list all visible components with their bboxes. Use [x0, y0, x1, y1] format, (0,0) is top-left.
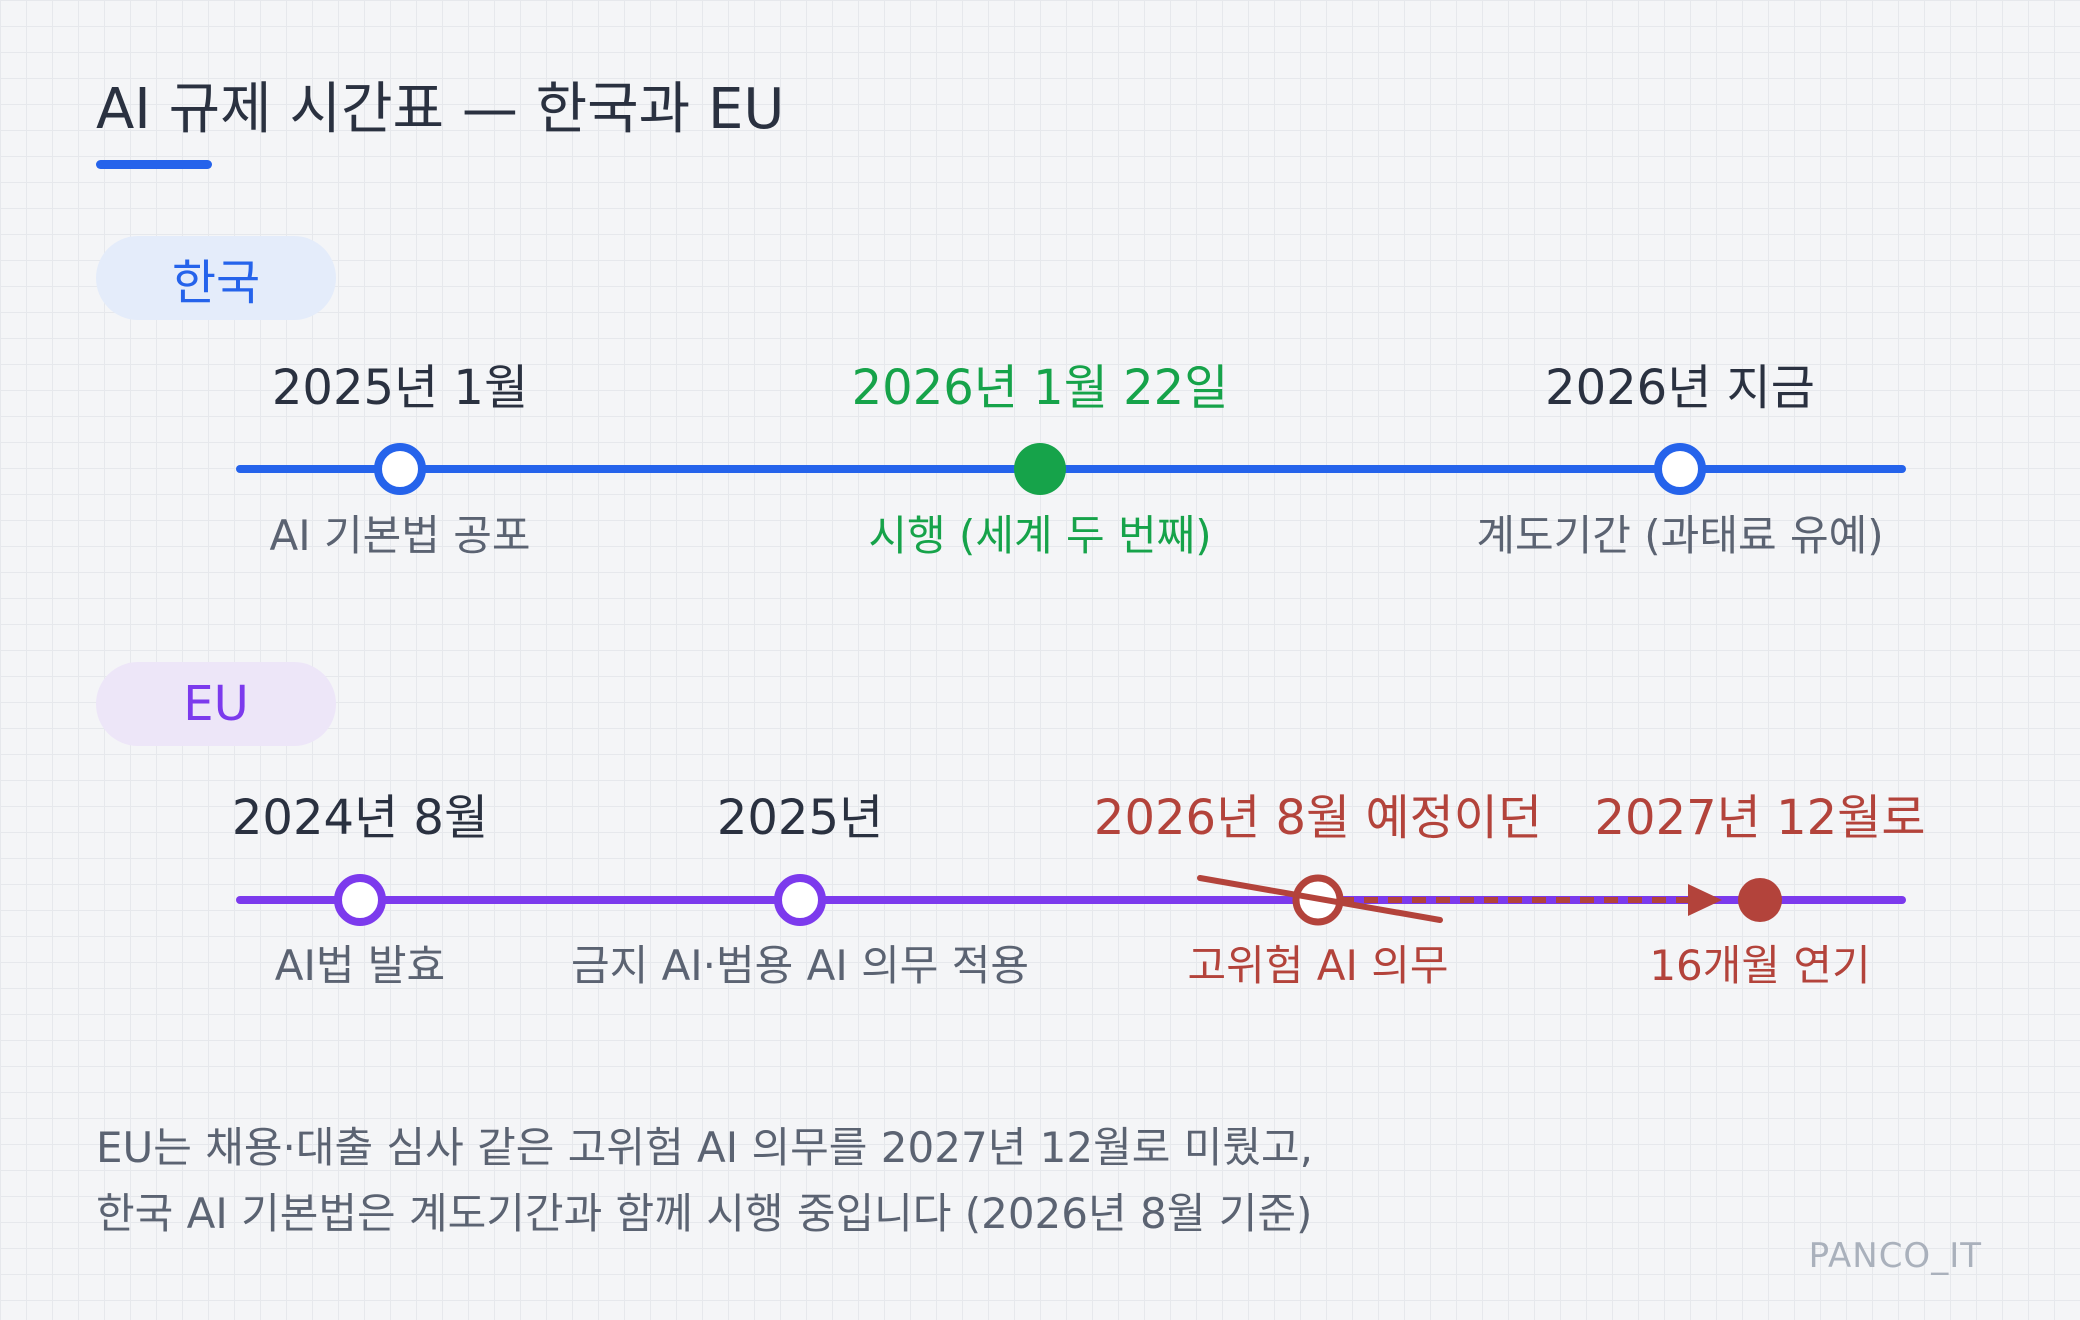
korea-milestone-1-marker — [374, 443, 426, 495]
eu-event-3-date: 2026년 8월 예정이던 — [1093, 790, 1543, 846]
eu-event-1-desc: AI법 발효 — [274, 941, 446, 990]
korea-event-1-date: 2025년 1월 — [271, 360, 529, 416]
korea-milestone-2-marker — [1014, 443, 1066, 495]
eu-event-2-desc: 금지 AI·범용 AI 의무 적용 — [570, 941, 1030, 990]
korea-event-2-desc: 시행 (세계 두 번째) — [868, 511, 1212, 560]
korea-event-3-date: 2026년 지금 — [1545, 360, 1815, 416]
korea-event-2-date: 2026년 1월 22일 — [851, 360, 1229, 416]
eu-milestone-2-marker — [774, 874, 826, 926]
eu-event-4-desc: 16개월 연기 — [1649, 941, 1871, 990]
eu-event-2-date: 2025년 — [716, 790, 884, 846]
eu-milestone-1-marker — [334, 874, 386, 926]
title-underline — [96, 160, 212, 169]
korea-event-3-desc: 계도기간 (과태료 유예) — [1476, 511, 1884, 560]
footer-line-1: EU는 채용·대출 심사 같은 고위험 AI 의무를 2027년 12월로 미뤘… — [96, 1123, 1314, 1172]
eu-event-4-date: 2027년 12월로 — [1594, 790, 1926, 846]
korea-event-1-desc: AI 기본법 공포 — [269, 511, 531, 560]
eu-milestone-3-strikethrough — [1197, 875, 1443, 923]
eu-event-1-date: 2024년 8월 — [231, 790, 489, 846]
eu-delay-arrowhead — [1688, 884, 1722, 916]
korea-milestone-3-marker — [1654, 443, 1706, 495]
footer-line-2: 한국 AI 기본법은 계도기간과 함께 시행 중입니다 (2026년 8월 기준… — [96, 1189, 1313, 1238]
eu-event-3-desc: 고위험 AI 의무 — [1187, 941, 1449, 990]
eu-section-label: EU — [96, 662, 336, 746]
eu-milestone-4-marker — [1738, 878, 1782, 922]
watermark: PANCO_IT — [1808, 1236, 1982, 1276]
korea-section-label: 한국 — [96, 236, 336, 320]
page-title: AI 규제 시간표 — 한국과 EU — [96, 77, 785, 142]
